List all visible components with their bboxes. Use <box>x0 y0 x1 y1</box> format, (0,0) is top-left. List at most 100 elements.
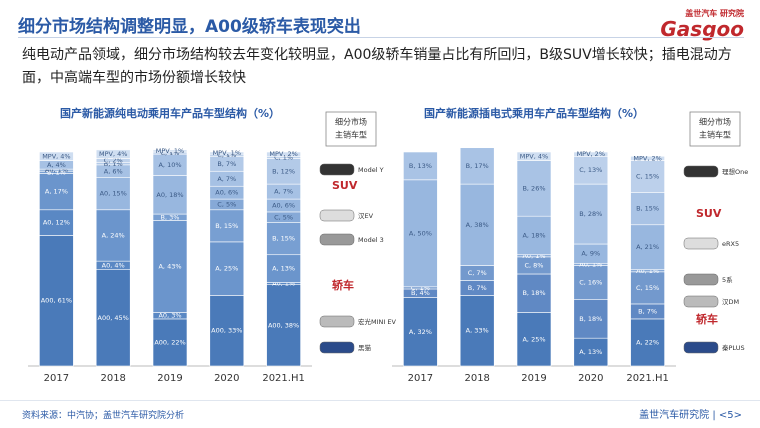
car-icon <box>683 295 719 308</box>
data-label: A0, 1% <box>272 280 295 288</box>
data-label: C, 1% <box>411 284 430 292</box>
segment-label: 轿车 <box>696 312 718 326</box>
data-label: A, 7% <box>274 188 293 196</box>
bar-segment <box>152 220 188 313</box>
data-label: B, 15% <box>636 205 659 213</box>
bar-segment <box>630 155 665 161</box>
data-label: C, 15% <box>636 284 659 292</box>
car-icon <box>319 163 355 176</box>
annotation-box-text: 细分市场 <box>335 117 367 127</box>
model-name: 秦PLUS <box>722 343 745 352</box>
data-label: A, 32% <box>409 328 432 336</box>
bar-segment <box>95 149 131 159</box>
model-name: 宏光MINI EV <box>358 317 396 326</box>
data-label: A0, 18% <box>156 191 183 199</box>
data-label: B, 15% <box>215 222 238 230</box>
data-label: B, 12% <box>272 167 295 175</box>
bar-segment <box>516 312 552 367</box>
bar-segment <box>630 160 665 193</box>
model-name: Model Y <box>358 166 384 174</box>
bar-segment <box>209 295 245 367</box>
bar-segment <box>516 151 552 161</box>
bar-segment <box>630 192 665 226</box>
data-label: A0, 4% <box>102 261 125 269</box>
data-label: C, 1% <box>274 153 293 161</box>
x-tick-label: 2021.H1 <box>262 373 305 384</box>
bar-segment <box>39 235 74 367</box>
annotation-box <box>325 111 377 147</box>
source: 资料来源：中汽协；盖世汽车研究院分析 <box>22 411 185 421</box>
data-label: A, 25% <box>522 335 545 343</box>
data-label: A0, 6% <box>215 189 238 197</box>
bar-segment <box>459 147 495 185</box>
bar-segment <box>95 269 131 367</box>
data-label: B, 4% <box>411 289 430 297</box>
data-label: A0, 15% <box>100 190 127 198</box>
bar-segment <box>152 175 188 215</box>
bar-segment <box>573 337 609 367</box>
car-icon <box>683 165 719 178</box>
x-tick-label: 2020 <box>214 373 239 384</box>
car-icon <box>319 315 355 328</box>
bar-segment <box>630 318 665 367</box>
bar-segment <box>403 151 438 181</box>
car-icon <box>683 341 719 354</box>
slide-title: 细分市场结构调整明显，A00级轿车表现突出 <box>18 17 361 37</box>
bar-segment <box>95 209 131 262</box>
annotation-box-text: 主销车型 <box>335 130 367 140</box>
data-label: A, 6% <box>104 167 123 175</box>
x-tick-label: 2017 <box>44 373 69 384</box>
bar-segment <box>152 318 188 367</box>
bar-segment <box>39 151 74 161</box>
data-label: A, 13% <box>272 265 295 273</box>
bar-segment <box>95 177 131 211</box>
segment-label: SUV <box>332 179 358 192</box>
data-label: A00, 22% <box>154 338 185 346</box>
data-label: MPV, 4% <box>520 152 548 160</box>
page-number: 盖世汽车研究院 | <5> <box>639 410 742 421</box>
segment-label: 轿车 <box>332 278 354 292</box>
bar-segment <box>403 179 438 288</box>
model-name: 5系 <box>722 275 733 284</box>
data-label: MPV, 2% <box>269 150 297 158</box>
bar-segment <box>209 151 245 155</box>
data-label: C, 1% <box>217 151 236 159</box>
bar-segment <box>266 254 301 283</box>
data-label: C, 5% <box>217 200 236 208</box>
data-label: B, 18% <box>579 315 602 323</box>
model-name: eRX5 <box>722 240 739 248</box>
model-name: 汉DM <box>722 298 739 306</box>
data-label: A0, 6% <box>272 202 295 210</box>
data-label: MPV, 1% <box>156 147 184 155</box>
logo-en: Gasgoo <box>660 17 744 41</box>
data-label: MPV, 4% <box>42 152 70 160</box>
bar-segment <box>516 160 552 217</box>
data-label: A0, 3% <box>158 312 181 320</box>
data-label: B, 7% <box>217 160 236 168</box>
data-label: B, 13% <box>409 162 432 170</box>
data-label: A00, 33% <box>211 327 242 335</box>
data-label: B, 3% <box>161 213 180 221</box>
data-label: A, 43% <box>158 262 181 270</box>
car-icon <box>683 273 719 286</box>
data-label: A00, 38% <box>268 321 299 329</box>
bar-segment <box>459 183 495 266</box>
x-tick-label: 2017 <box>408 373 433 384</box>
annotation-box-text: 细分市场 <box>699 117 731 127</box>
data-label: C, 2% <box>104 157 123 165</box>
model-name: Model 3 <box>358 236 384 244</box>
data-label: B, 18% <box>522 289 545 297</box>
logo-cn: 盖世汽车 研究院 <box>685 9 744 18</box>
data-label: C, 1% <box>161 149 180 157</box>
data-label: C, 13% <box>579 166 602 174</box>
model-name: 黑猫 <box>358 343 372 352</box>
data-label: A, 21% <box>636 243 659 251</box>
segment-label: SUV <box>696 207 722 220</box>
data-label: A, 24% <box>102 231 125 239</box>
x-tick-label: 2018 <box>464 373 489 384</box>
data-label: A00, 61% <box>41 297 72 305</box>
model-name: 理想One <box>722 167 748 176</box>
data-label: MPV, 2% <box>577 150 605 158</box>
car-icon <box>319 233 355 246</box>
